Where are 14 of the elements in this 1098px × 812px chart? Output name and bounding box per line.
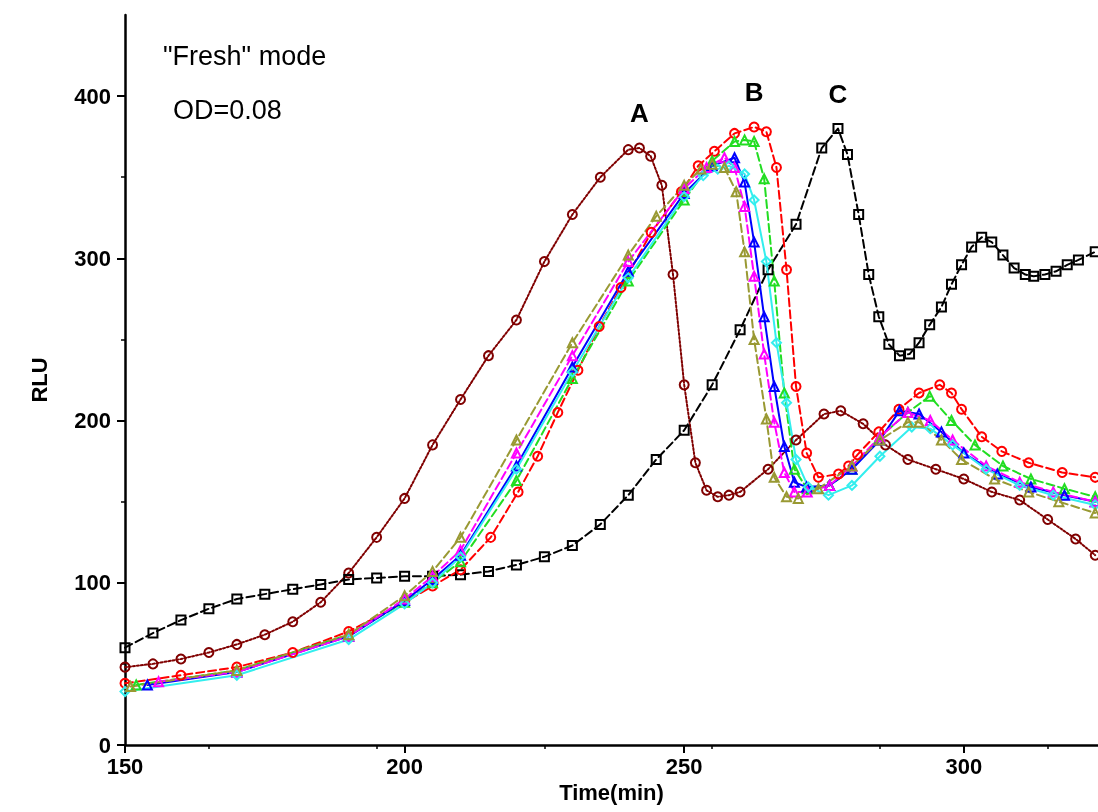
y-tick-label: 400: [74, 83, 111, 109]
x-tick-label: 300: [945, 753, 983, 779]
y-tick-label: 200: [74, 408, 111, 434]
annotation: OD=0.08: [173, 94, 282, 125]
annotation: "Fresh" mode: [163, 40, 327, 71]
y-tick-label: 100: [74, 570, 111, 596]
x-tick-label: 250: [665, 753, 703, 779]
annotation: A: [630, 98, 650, 129]
annotation: C: [828, 78, 848, 109]
x-axis-title: Time(min): [559, 780, 664, 806]
x-tick-label: 200: [386, 753, 423, 779]
y-axis-title: RLU: [26, 357, 52, 403]
y-tick-label: 300: [74, 245, 111, 271]
annotation: B: [744, 76, 764, 107]
